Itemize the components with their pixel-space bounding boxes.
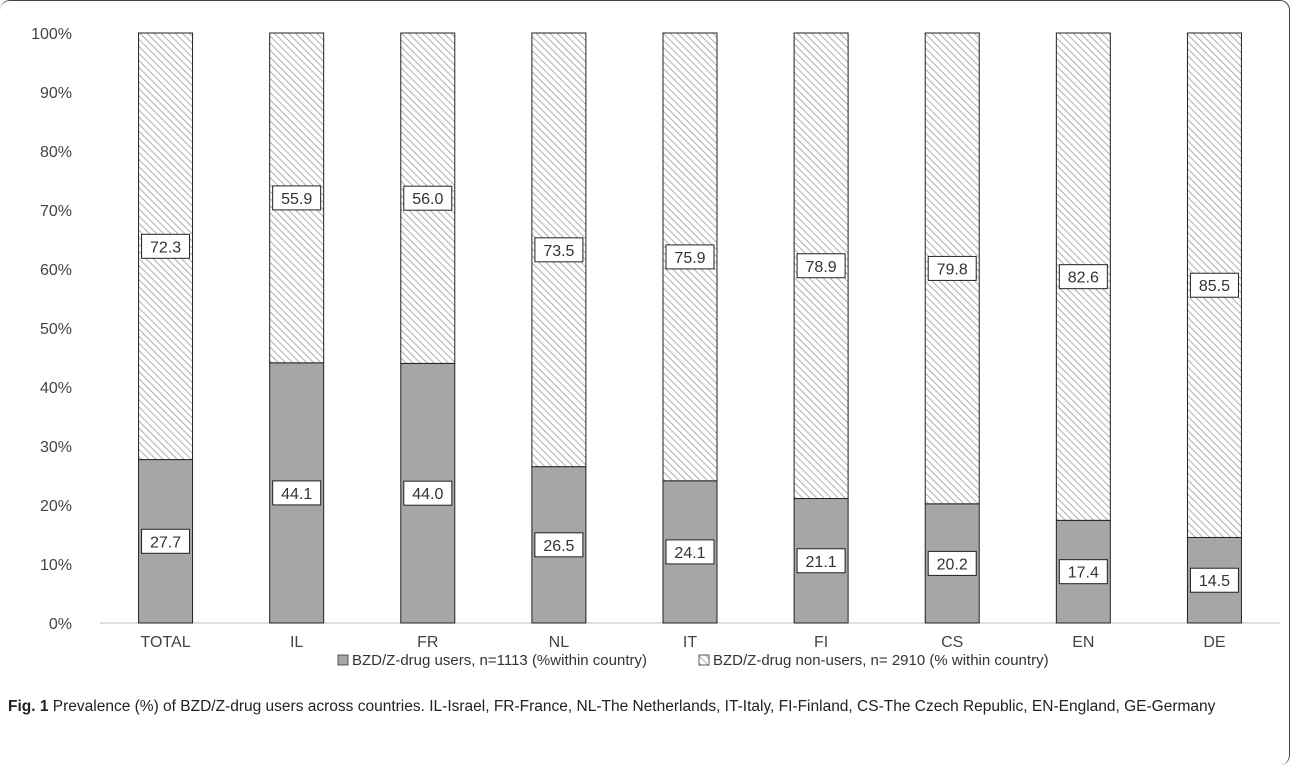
- data-label: 56.0: [412, 191, 443, 208]
- data-label-box: [403, 185, 453, 211]
- data-label: 20.2: [937, 556, 968, 573]
- data-label-box: [272, 480, 322, 506]
- data-label-box: [1189, 272, 1239, 298]
- x-tick-label: TOTAL: [141, 634, 191, 651]
- y-tick-label: 40%: [40, 380, 72, 397]
- data-label: 26.5: [543, 538, 574, 555]
- data-label: 44.1: [281, 486, 312, 503]
- y-tick-label: 60%: [40, 262, 72, 279]
- y-tick-label: 30%: [40, 439, 72, 456]
- data-label-box: [1058, 264, 1108, 290]
- data-label: 75.9: [674, 250, 705, 267]
- x-tick-label: FI: [814, 634, 828, 651]
- data-label: 85.5: [1199, 278, 1230, 295]
- data-label-box: [796, 253, 846, 279]
- data-label: 24.1: [674, 545, 705, 562]
- data-label-box: [272, 185, 322, 211]
- data-label-box: [141, 528, 191, 554]
- y-tick-label: 90%: [40, 85, 72, 102]
- data-label: 72.3: [150, 239, 181, 256]
- legend-swatch-users: [337, 654, 349, 666]
- y-tick-label: 20%: [40, 498, 72, 515]
- caption-label: Fig. 1: [8, 698, 49, 715]
- x-tick-label: FR: [417, 634, 438, 651]
- y-tick-label: 0%: [49, 616, 72, 633]
- data-label-box: [665, 244, 715, 270]
- data-label-box: [534, 237, 584, 263]
- x-tick-label: NL: [549, 634, 570, 651]
- y-axis: 0% 10% 20% 30% 40% 50% 60% 70% 80% 90% 100%: [31, 26, 1280, 633]
- x-tick-label: IT: [683, 634, 697, 651]
- y-tick-label: 50%: [40, 321, 72, 338]
- x-tick-label: EN: [1072, 634, 1094, 651]
- legend-swatch-non-users: [698, 654, 710, 666]
- y-tick-label: 80%: [40, 144, 72, 161]
- data-label: 82.6: [1068, 270, 1099, 287]
- y-tick-label: 70%: [40, 203, 72, 220]
- data-label: 27.7: [150, 534, 181, 551]
- data-label: 21.1: [806, 554, 837, 571]
- y-tick-label: 100%: [31, 26, 72, 43]
- legend: BZD/Z-drug users, n=1113 (%within countr…: [337, 652, 1049, 669]
- caption-text: Prevalence (%) of BZD/Z-drug users acros…: [48, 698, 1216, 715]
- data-label-box: [665, 539, 715, 565]
- y-tick-label: 10%: [40, 557, 72, 574]
- data-labels: 27.7 72.3 44.1 55.9 44.0 56.0 26.5 73.5 24.1 75.9…: [141, 185, 1239, 593]
- x-axis: TOTAL IL FR NL IT FI CS EN DE: [141, 634, 1226, 651]
- data-label: 73.5: [543, 243, 574, 260]
- data-label-box: [403, 480, 453, 506]
- data-label-box: [927, 255, 977, 281]
- legend-label-non-users: BZD/Z-drug non-users, n= 2910 (% within …: [713, 652, 1049, 669]
- data-label-box: [927, 550, 977, 576]
- data-label-box: [796, 548, 846, 574]
- x-tick-label: DE: [1203, 634, 1225, 651]
- data-label: 78.9: [806, 259, 837, 276]
- bars: [138, 32, 1242, 624]
- data-label-box: [1058, 559, 1108, 585]
- data-label: 79.8: [937, 261, 968, 278]
- x-tick-label: CS: [941, 634, 963, 651]
- data-label: 14.5: [1199, 573, 1230, 590]
- data-label: 17.4: [1068, 565, 1099, 582]
- data-label: 44.0: [412, 486, 443, 503]
- data-label-box: [534, 532, 584, 558]
- x-tick-label: IL: [290, 634, 303, 651]
- stacked-bar-chart: 0% 10% 20% 30% 40% 50% 60% 70% 80% 90% 100% 27.7 72…: [31, 26, 1280, 669]
- figure-caption: Fig. 1 Prevalence (%) of BZD/Z-drug user…: [8, 695, 1278, 718]
- legend-label-users: BZD/Z-drug users, n=1113 (%within countr…: [352, 652, 647, 669]
- data-label-box: [1189, 567, 1239, 593]
- data-label: 55.9: [281, 191, 312, 208]
- data-label-box: [141, 233, 191, 259]
